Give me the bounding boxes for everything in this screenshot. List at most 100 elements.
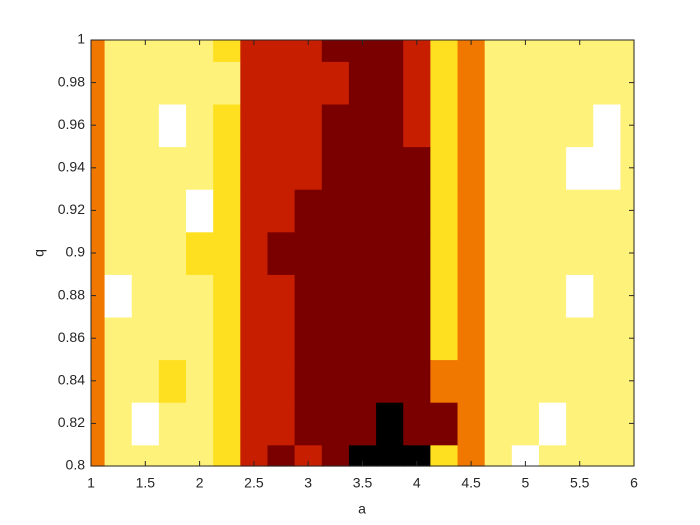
x-tick-label: 4 — [413, 475, 421, 491]
contour-cell — [566, 189, 594, 233]
contour-cell — [484, 189, 513, 233]
contour-cell — [457, 146, 486, 190]
contour-cell — [213, 40, 241, 62]
x-tick-label: 6 — [630, 475, 638, 491]
contour-cell — [566, 274, 594, 318]
contour-cell — [430, 231, 459, 275]
y-tick-label: 0.9 — [66, 244, 86, 260]
contour-cell — [104, 274, 133, 318]
contour-cell — [131, 103, 160, 148]
contour-cell — [376, 359, 404, 403]
contour-cell — [213, 61, 241, 105]
contour-cell — [321, 444, 350, 467]
contour-cell — [348, 402, 377, 446]
contour-cell — [240, 146, 269, 190]
contour-cell — [620, 189, 635, 233]
contour-cell — [213, 146, 241, 190]
contour-cell — [430, 103, 459, 148]
contour-cell — [457, 402, 486, 446]
y-tick-label: 0.86 — [58, 329, 85, 345]
contour-cell — [620, 146, 635, 190]
contour-cell — [538, 40, 567, 62]
contour-cell — [267, 359, 296, 403]
contour-cell — [620, 40, 635, 62]
contour-cell — [620, 402, 635, 446]
contour-cell — [430, 189, 459, 233]
contour-cell — [511, 316, 540, 361]
contour-cell — [538, 146, 567, 190]
contour-cell — [620, 231, 635, 275]
contour-cell — [104, 146, 133, 190]
contour-cell — [430, 61, 459, 105]
contour-cell — [511, 444, 540, 467]
contour-cell — [294, 103, 323, 148]
contour-cell — [593, 146, 622, 190]
contour-cell — [457, 40, 486, 62]
contour-cell — [511, 40, 540, 62]
contour-cell — [158, 40, 187, 62]
contour-cell — [104, 359, 133, 403]
y-tick-label: 1 — [77, 31, 85, 47]
contour-cell — [593, 231, 622, 275]
contour-cell — [186, 316, 214, 361]
contour-cell — [457, 61, 486, 105]
contour-cell — [91, 231, 106, 275]
contour-cell — [213, 316, 241, 361]
contour-cell — [430, 40, 459, 62]
contour-cell — [376, 316, 404, 361]
contour-cell — [213, 359, 241, 403]
contour-cell — [484, 402, 513, 446]
contour-cell — [376, 402, 404, 446]
x-tick-label: 1 — [87, 475, 95, 491]
contour-cell — [158, 274, 187, 318]
contour-cell — [158, 146, 187, 190]
contour-cell — [240, 402, 269, 446]
contour-cell — [430, 402, 459, 446]
contour-cell — [91, 40, 106, 62]
contour-cell — [131, 61, 160, 105]
contour-cell — [131, 40, 160, 62]
y-tick-label: 0.94 — [58, 159, 85, 175]
contour-cell — [593, 103, 622, 148]
contour-cell — [213, 274, 241, 318]
contour-cell — [104, 61, 133, 105]
contour-cell — [91, 316, 106, 361]
contour-cell — [267, 189, 296, 233]
contour-cell — [267, 61, 296, 105]
contour-cell — [484, 359, 513, 403]
contour-cell — [403, 274, 431, 318]
x-tick-label: 5 — [522, 475, 530, 491]
contour-cell — [484, 231, 513, 275]
contour-cell — [158, 316, 187, 361]
contour-cell — [511, 146, 540, 190]
x-tick-label: 4.5 — [461, 475, 481, 491]
contour-cell — [484, 316, 513, 361]
contour-cell — [566, 402, 594, 446]
contour-cell — [186, 444, 214, 467]
contour-cell — [620, 61, 635, 105]
contour-cell — [321, 359, 350, 403]
contour-cell — [321, 40, 350, 62]
contour-cell — [348, 316, 377, 361]
contour-cell — [158, 444, 187, 467]
contour-cell — [213, 444, 241, 467]
contour-cell — [91, 359, 106, 403]
contour-cell — [538, 402, 567, 446]
contour-cell — [538, 444, 567, 467]
contour-cell — [593, 444, 622, 467]
contour-cell — [457, 444, 486, 467]
contour-cell — [566, 444, 594, 467]
contour-cell — [240, 444, 269, 467]
contour-cell — [158, 402, 187, 446]
contour-cell — [484, 274, 513, 318]
contour-cell — [186, 231, 214, 275]
contour-cell — [294, 274, 323, 318]
contour-cell — [294, 402, 323, 446]
contour-cell — [158, 359, 187, 403]
contour-cell — [240, 316, 269, 361]
contour-cell — [593, 40, 622, 62]
contour-cell — [430, 444, 459, 467]
contour-cell — [213, 231, 241, 275]
contour-cell — [104, 316, 133, 361]
x-tick-label: 3 — [304, 475, 312, 491]
